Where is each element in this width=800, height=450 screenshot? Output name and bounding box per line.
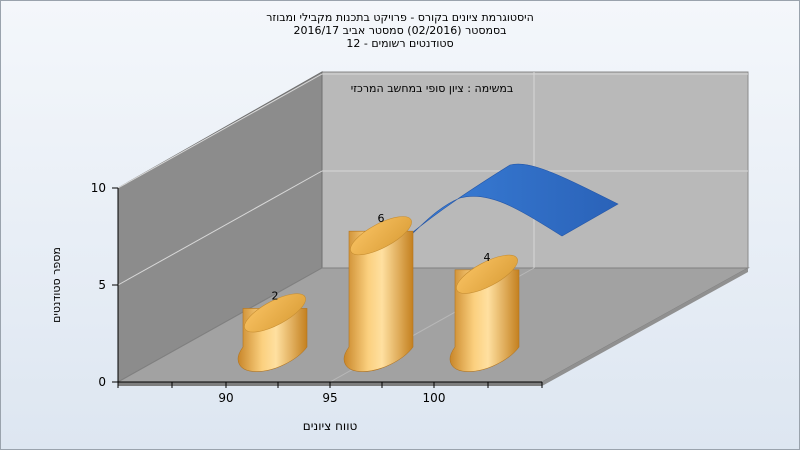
y-tick-label: 5 [98, 278, 106, 292]
bar-value-label: 2 [272, 289, 279, 302]
bar-cap [350, 216, 412, 256]
y-tick-label: 0 [98, 375, 106, 389]
x-tick-label: 90 [218, 391, 233, 405]
bar-cap [456, 254, 518, 294]
chart-title-line-1: היסטוגרמת ציונים בקורס - פרויקט בתכנות מ… [266, 11, 534, 24]
axes: 0 5 10 90 95 100 [91, 181, 543, 405]
bar-body [449, 269, 520, 372]
bar-cap [244, 293, 306, 333]
floor-side-edge [542, 268, 748, 386]
gridline-left-wall [117, 73, 323, 189]
bar-value-label: 6 [378, 212, 385, 225]
x-tick-label: 100 [423, 391, 446, 405]
chart-title-line-2: בסמסטר (02/2016) סמסטר אביב 2016/17 [293, 24, 507, 37]
y-tick-label: 10 [91, 181, 106, 195]
y-axis-label: מספר סטודנטים [50, 247, 63, 323]
trend-curve-ribbon [407, 163, 619, 237]
gridline-left-wall [117, 170, 323, 286]
chart-title-line-3: סטודנטים רשומים - 12 [346, 37, 454, 50]
bar-value-label: 4 [484, 251, 491, 264]
bar-cylinder: 2 [237, 289, 308, 372]
x-axis-label: טווח ציונים [303, 419, 358, 433]
chart-annotation: במשימה : ציון סופי במחשב המרכזי [351, 82, 514, 95]
bar-cylinder: 6 [343, 212, 414, 372]
bar-cylinder: 4 [449, 251, 520, 372]
trend-curve [407, 163, 619, 237]
bars: 2 6 4 [237, 212, 520, 372]
bar-body [343, 230, 414, 372]
x-tick-label: 95 [322, 391, 337, 405]
